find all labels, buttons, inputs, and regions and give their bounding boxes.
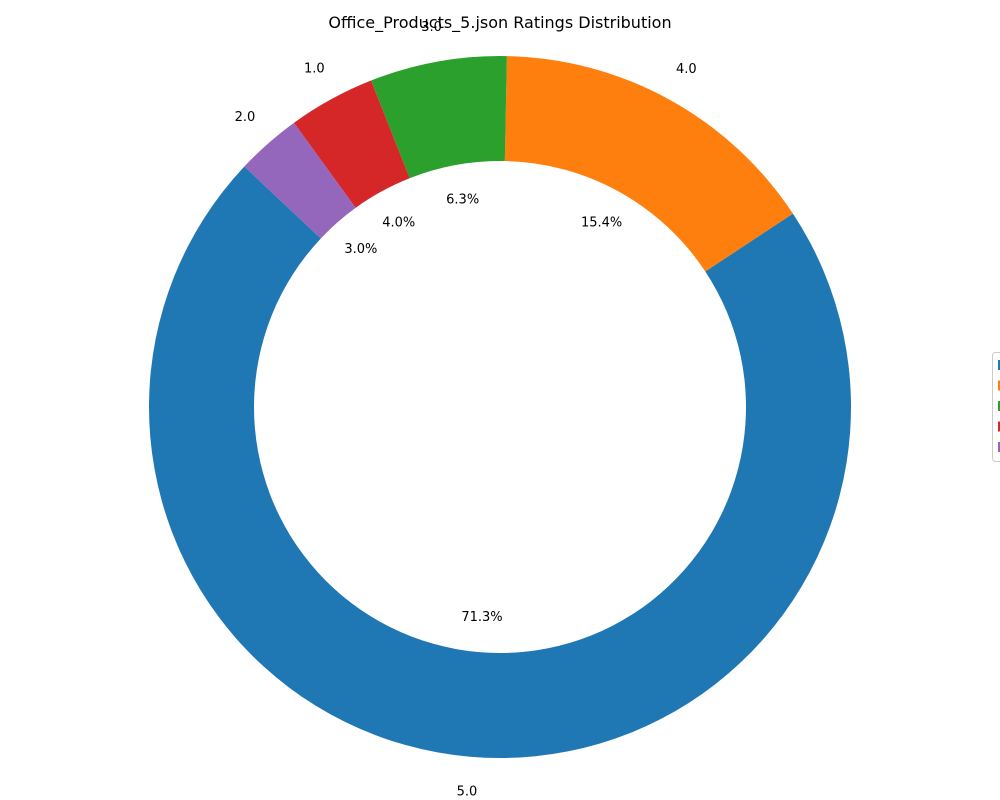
legend (992, 352, 1000, 462)
category-label-2-0: 2.0 (235, 110, 256, 125)
category-label-5-0: 5.0 (457, 785, 478, 800)
slice-3-0 (371, 56, 507, 179)
legend-swatch-2-0 (998, 442, 1000, 452)
chart-title: Office_Products_5.json Ratings Distribut… (328, 13, 671, 33)
category-labels: 5.0 4.0 3.0 1.0 2.0 (235, 20, 697, 800)
percent-label-1-0: 4.0% (382, 215, 415, 230)
slice-5-0 (149, 166, 851, 759)
slice-2-0 (244, 122, 356, 239)
legend-swatch-3-0 (998, 401, 1000, 411)
category-label-4-0: 4.0 (676, 62, 697, 77)
category-label-1-0: 1.0 (304, 61, 325, 76)
category-label-3-0: 3.0 (421, 20, 442, 35)
percent-label-2-0: 3.0% (344, 242, 377, 257)
legend-swatch-5-0 (998, 360, 1000, 370)
percent-label-5-0: 71.3% (461, 610, 502, 625)
percent-label-4-0: 15.4% (581, 216, 622, 231)
legend-swatch-1-0 (998, 421, 1000, 432)
legend-swatch-4-0 (998, 380, 1000, 391)
percent-labels: 71.3% 15.4% 6.3% 4.0% 3.0% (344, 193, 622, 625)
donut-slices (149, 56, 851, 759)
legend-frame (992, 352, 1000, 462)
slice-4-0 (504, 56, 793, 272)
percent-label-3-0: 6.3% (446, 193, 479, 208)
slice-1-0 (293, 80, 410, 208)
